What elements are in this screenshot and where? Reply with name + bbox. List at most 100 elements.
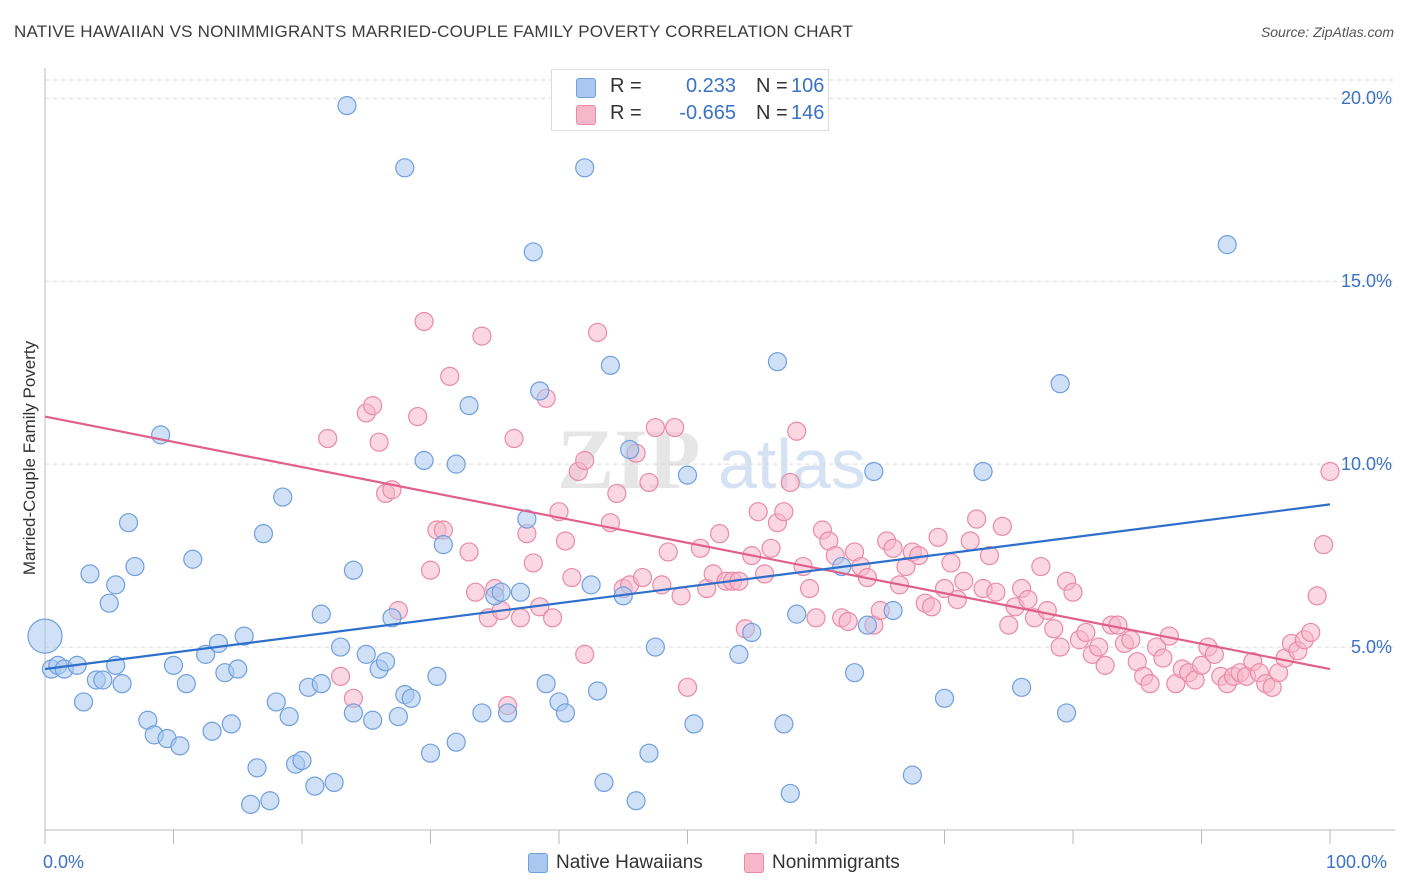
nonimmigrants-point: [607, 483, 627, 504]
native-hawaiians-point: [677, 465, 698, 485]
native-hawaiians-point: [645, 637, 665, 657]
native-hawaiians-point: [575, 158, 595, 178]
native-hawaiians-point: [343, 560, 363, 580]
nonimmigrants-point: [330, 666, 351, 686]
native-hawaiians-point: [356, 644, 376, 664]
nonimmigrants-point: [459, 542, 479, 562]
native-hawaiians-point: [420, 743, 441, 763]
native-hawaiians-point: [433, 535, 453, 555]
native-hawaiians-point: [292, 750, 312, 771]
legend-swatch-pink: [576, 105, 596, 125]
native-hawaiians-point: [221, 714, 241, 734]
nonimmigrants-point: [928, 527, 948, 547]
native-hawaiians-point: [253, 524, 274, 544]
nonimmigrants-point: [1037, 600, 1057, 621]
native-hawaiians-point: [446, 454, 466, 474]
nonimmigrants-point: [665, 417, 685, 438]
nonimmigrants-point: [748, 502, 768, 522]
nonimmigrants-point: [472, 326, 492, 346]
native-hawaiians-point: [311, 674, 331, 694]
x-tick-label-max: 100.0%: [1326, 852, 1388, 872]
legend-series-label: Native Hawaiians: [556, 852, 703, 873]
native-hawaiians-point: [620, 439, 640, 460]
nonimmigrants-point: [420, 560, 441, 580]
native-hawaiians-point: [581, 575, 601, 595]
nonimmigrants-point: [677, 677, 698, 697]
native-hawaiians-point: [273, 487, 293, 507]
native-hawaiians-point: [684, 714, 704, 734]
nonimmigrants-point: [510, 608, 531, 628]
native-hawaiians-point: [266, 692, 286, 712]
native-hawaiians-point: [80, 564, 100, 584]
native-hawaiians-point: [774, 714, 794, 734]
native-hawaiians-point: [587, 681, 608, 701]
nonimmigrants-point: [992, 516, 1012, 536]
native-hawaiians-point: [27, 618, 63, 654]
native-hawaiians-point: [208, 633, 229, 654]
native-hawaiians-point: [363, 710, 383, 730]
native-hawaiians-point: [555, 703, 576, 723]
nonimmigrants-point: [542, 608, 563, 628]
legend-n-label: N =: [756, 75, 788, 97]
source-credit: Source: ZipAtlas.com: [1260, 24, 1394, 40]
legend-n-label: N =: [756, 102, 788, 124]
legend-r-value: 0.233: [685, 75, 736, 97]
nonimmigrants-point: [1191, 655, 1212, 675]
native-hawaiians-point: [857, 615, 878, 635]
legend-swatch-pink: [744, 853, 764, 873]
nonimmigrants-point: [1063, 582, 1083, 602]
nonimmigrants-point: [1307, 586, 1327, 606]
nonimmigrants-trend-line: [44, 415, 1331, 671]
legend-r-value: -0.665: [679, 102, 736, 124]
legend-n-value: 146: [791, 102, 825, 124]
nonimmigrants-point: [838, 611, 858, 632]
native-hawaiians-point: [375, 652, 396, 672]
nonimmigrants-point: [587, 322, 608, 343]
chart-title: NATIVE HAWAIIAN VS NONIMMIGRANTS MARRIED…: [14, 22, 854, 41]
nonimmigrants-point: [632, 567, 653, 588]
native-hawaiians-point: [767, 352, 788, 372]
native-hawaiians-point: [864, 461, 884, 482]
native-hawaiians-point: [536, 674, 556, 694]
nonimmigrants-point: [369, 432, 389, 452]
native-hawaiians-point: [170, 736, 190, 756]
nonimmigrants-point: [1121, 630, 1141, 650]
native-hawaiians-point: [330, 637, 351, 657]
nonimmigrants-point: [414, 311, 434, 332]
legend-r-label: R =: [610, 102, 642, 124]
nonimmigrants-point: [1050, 637, 1070, 657]
native-hawaiians-point: [118, 513, 139, 533]
nonimmigrants-point: [658, 542, 678, 562]
nonimmigrants-point: [967, 509, 987, 529]
legend-n-value: 106: [791, 75, 825, 97]
nonimmigrants-point: [523, 553, 543, 573]
native-hawaiians-point: [1050, 374, 1070, 394]
native-hawaiians-point: [241, 794, 261, 814]
nonimmigrants-point: [1018, 589, 1038, 610]
nonimmigrants-point: [806, 608, 826, 628]
native-hawaiians-point: [498, 703, 518, 723]
nonimmigrants-point: [761, 538, 781, 558]
nonimmigrants-points: [318, 311, 1340, 716]
legend-swatch-blue: [576, 78, 596, 98]
native-hawaiians-point: [234, 626, 254, 646]
y-tick-label: 15.0%: [1340, 271, 1392, 292]
native-hawaiians-point: [260, 791, 280, 811]
native-hawaiians-point: [472, 703, 492, 723]
nonimmigrants-point: [922, 597, 942, 617]
y-tick-label: 20.0%: [1340, 88, 1392, 109]
native-hawaiians-point: [600, 355, 621, 375]
native-hawaiians-points: [27, 96, 1237, 814]
nonimmigrants-point: [562, 567, 582, 588]
native-hawaiians-point: [202, 721, 222, 741]
y-tick-label: 10.0%: [1340, 454, 1392, 475]
native-hawaiians-point: [523, 242, 543, 262]
native-hawaiians-point: [934, 688, 955, 708]
nonimmigrants-point: [1095, 655, 1115, 675]
native-hawaiians-point: [247, 758, 267, 778]
native-hawaiians-point: [459, 396, 479, 416]
native-hawaiians-point: [125, 556, 145, 577]
native-hawaiians-point: [626, 791, 646, 811]
nonimmigrants-point: [575, 644, 595, 664]
legend-r-label: R =: [610, 75, 642, 97]
